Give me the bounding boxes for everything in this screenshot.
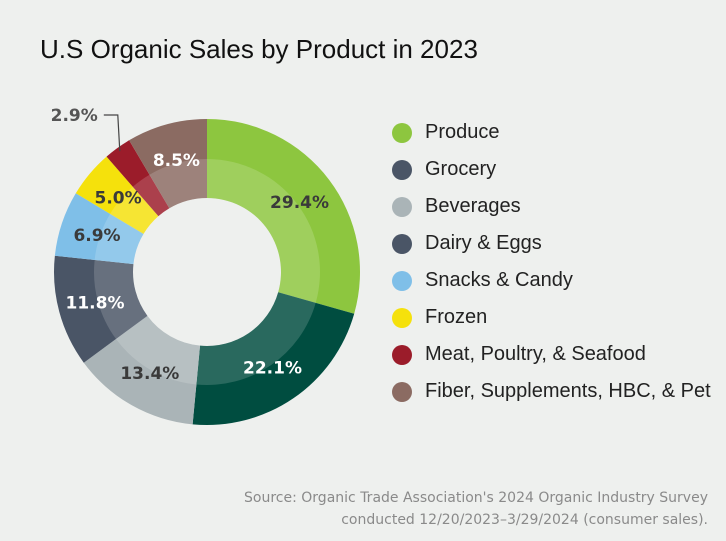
chart-title: U.S Organic Sales by Product in 2023 [40,34,478,64]
source-note: Source: Organic Trade Association's 2024… [244,487,708,531]
legend-item: Snacks & Candy [392,268,715,293]
legend-item: Meat, Poultry, & Seafood [392,342,715,367]
slice-meat-poultry-seafood [106,140,170,217]
slice-produce [207,119,360,314]
slice-inner-ring-snacks-candy [94,213,144,265]
source-line-1: Source: Organic Trade Association's 2024… [244,490,708,506]
legend-label: Meat, Poultry, & Seafood [425,343,646,365]
slice-dairy-eggs [53,255,148,363]
legend-swatch [392,160,412,180]
source-line-2: conducted 12/20/2023–3/29/2024 (consumer… [341,512,708,528]
value-label-dairy-eggs: 11.8% [66,293,125,313]
slice-inner-ring-grocery [196,292,316,385]
value-label-beverages: 13.4% [120,364,179,384]
legend-item: Frozen [392,305,715,330]
slice-inner-ring-frozen [110,186,159,234]
value-label-frozen: 5.0% [95,188,142,208]
legend-swatch [392,197,412,217]
slice-inner-ring-produce [207,159,320,303]
legend-label: Fiber, Supplements, HBC, & Pet [425,380,711,402]
slice-beverages [83,315,201,425]
legend-item: Beverages [392,194,715,219]
legend-swatch [392,234,412,254]
legend-label: Grocery [425,158,497,180]
value-label-fiber-supplements-hbc-pet: 8.5% [153,151,200,171]
legend-label: Frozen [425,306,488,328]
legend-swatch [392,123,412,143]
legend-label: Snacks & Candy [425,269,573,291]
legend: Produce Grocery Beverages Dairy & Eggs Snack… [392,120,715,416]
slice-inner-ring-dairy-eggs [93,259,148,339]
slice-inner-ring-fiber-supplements-hbc-pet [149,159,207,209]
legend-swatch [392,271,412,291]
slice-inner-ring-meat-poultry-seafood [132,174,170,217]
slice-grocery [192,292,355,425]
legend-label: Beverages [425,195,521,217]
slice-frozen [75,156,159,234]
callout-line-meat-poultry-seafood [103,114,121,152]
legend-item: Grocery [392,157,715,182]
legend-label: Dairy & Eggs [425,232,542,254]
legend-swatch [392,308,412,328]
value-label-snacks-candy: 6.9% [73,226,120,246]
legend-item: Fiber, Supplements, HBC, & Pet [392,379,715,404]
legend-item: Dairy & Eggs [392,231,715,256]
value-label-meat-poultry-seafood: 2.9% [51,106,98,126]
slice-fiber-supplements-hbc-pet [129,119,207,209]
slice-inner-ring-beverages [116,315,201,385]
legend-swatch [392,345,412,365]
legend-item: Produce [392,120,715,145]
legend-swatch [392,382,412,402]
slice-snacks-candy [54,193,144,265]
legend-label: Produce [425,121,500,143]
value-label-produce: 29.4% [270,193,329,213]
value-label-grocery: 22.1% [243,359,302,379]
